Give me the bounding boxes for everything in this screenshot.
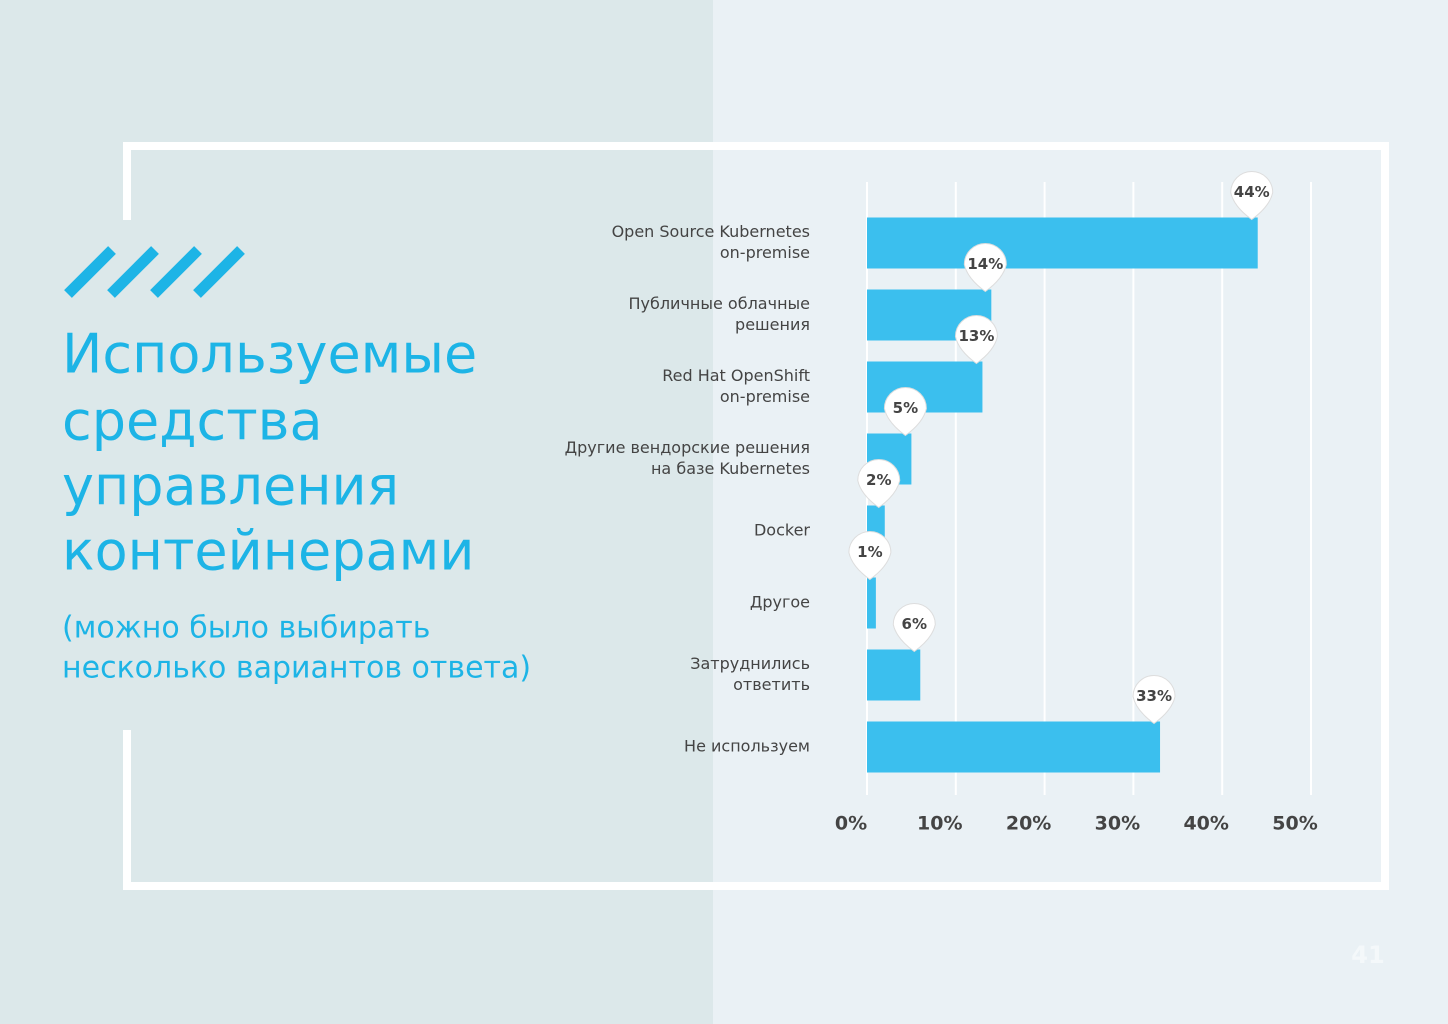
category-label: on-premise — [720, 387, 810, 406]
category-label: Затруднились — [690, 654, 810, 673]
value-callout — [954, 315, 998, 365]
value-callout — [857, 459, 901, 509]
title-line: Используемые — [62, 323, 477, 386]
value-label: 13% — [958, 327, 994, 345]
subtitle-line: (можно было выбирать — [62, 611, 430, 646]
stripes-icon — [64, 246, 245, 298]
value-callout — [1132, 675, 1176, 725]
subtitle-line: несколько вариантов ответа) — [62, 651, 531, 686]
value-label: 5% — [893, 399, 918, 417]
bar — [867, 721, 1161, 773]
category-label: Публичные облачные — [628, 294, 810, 313]
page-number: 41 — [1351, 941, 1384, 969]
value-label: 44% — [1234, 183, 1270, 201]
title-line: контейнерами — [62, 520, 474, 583]
category-label: Red Hat OpenShift — [662, 366, 810, 385]
right-background — [713, 0, 1448, 1024]
left-background — [0, 0, 713, 1024]
category-label: on-premise — [720, 243, 810, 262]
value-label: 14% — [967, 255, 1003, 273]
value-callout — [963, 243, 1007, 293]
category-label: Не используем — [684, 737, 810, 756]
x-tick-label: 20% — [1006, 813, 1051, 835]
x-tick-label: 10% — [917, 813, 962, 835]
value-callout — [1230, 171, 1274, 221]
x-tick-label: 0% — [835, 813, 867, 835]
category-label: Другое — [750, 593, 810, 612]
value-label: 2% — [866, 471, 891, 489]
x-tick-label: 30% — [1095, 813, 1140, 835]
category-label: Docker — [754, 521, 810, 540]
x-tick-label: 40% — [1183, 813, 1228, 835]
x-tick-label: 50% — [1272, 813, 1317, 835]
category-label: Open Source Kubernetes — [612, 222, 810, 241]
bar — [867, 217, 1258, 269]
value-label: 6% — [902, 615, 927, 633]
value-label: 33% — [1136, 687, 1172, 705]
category-label: на базе Kubernetes — [651, 459, 810, 478]
bar — [867, 649, 921, 701]
category-label: решения — [735, 315, 810, 334]
value-callout — [883, 387, 927, 437]
value-callout — [892, 603, 936, 653]
category-label: ответить — [733, 675, 810, 694]
frame — [123, 142, 1389, 890]
chart: 0% 10% 20% 30% 40% 50% Open Source Kubernetes o… — [565, 171, 1318, 835]
category-label: Другие вендорские решения — [565, 438, 810, 457]
title-line: средства — [62, 390, 323, 453]
value-callout — [848, 531, 892, 581]
bar — [867, 577, 876, 629]
value-label: 1% — [857, 543, 882, 561]
title-line: управления — [62, 455, 399, 518]
